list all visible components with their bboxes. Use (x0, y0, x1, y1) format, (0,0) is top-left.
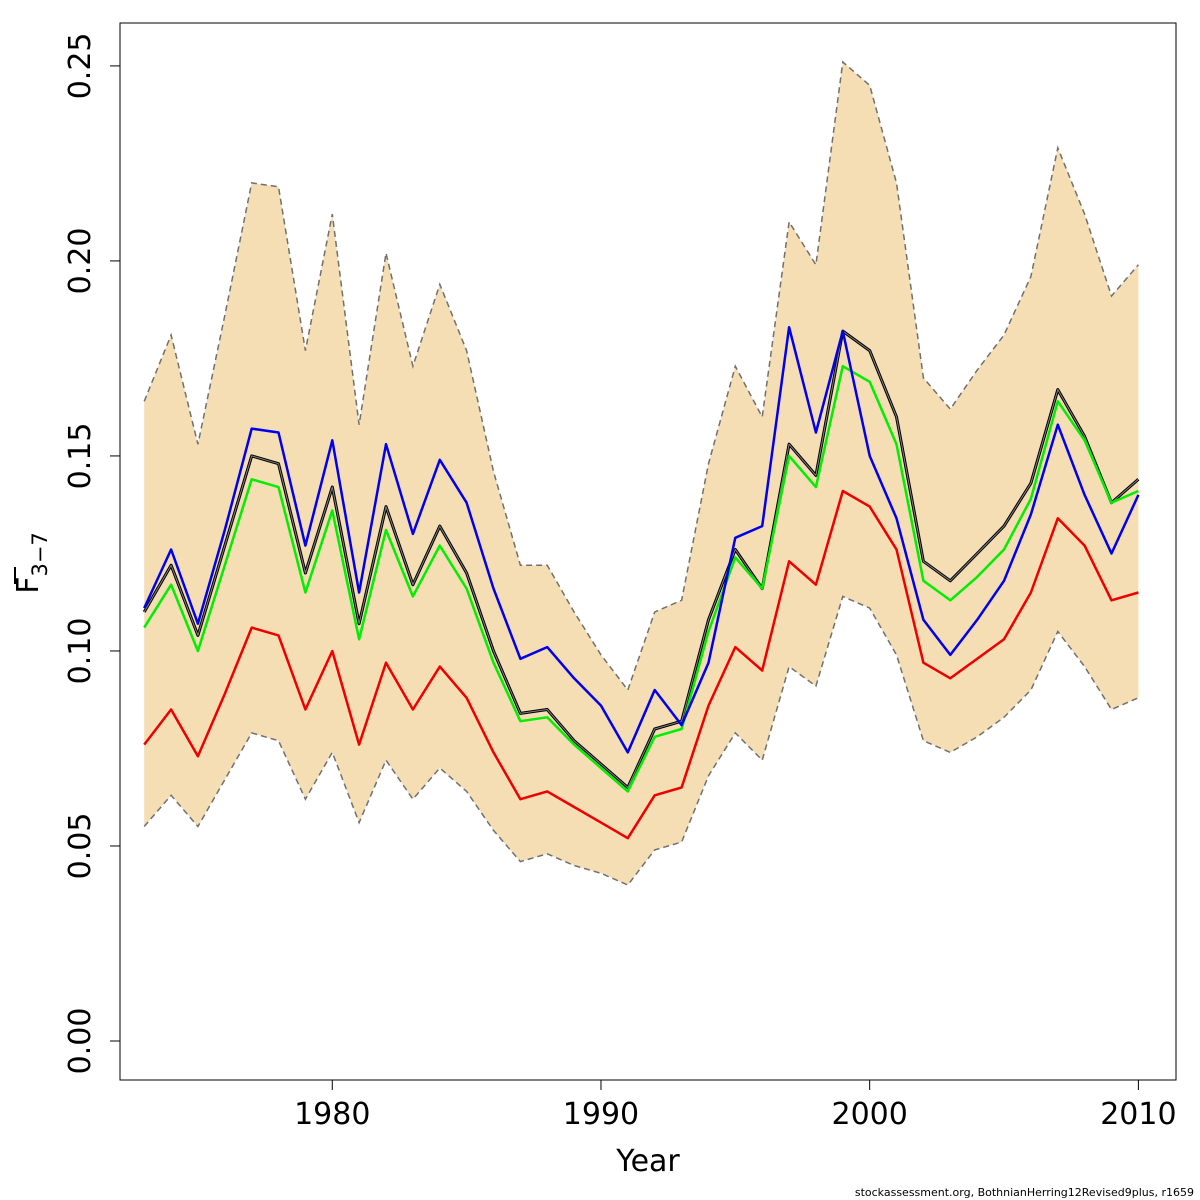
y-tick-label: 0.05 (63, 813, 98, 880)
footer-note: stockassessment.org, BothnianHerring12Re… (855, 1186, 1194, 1199)
series-lines (142, 325, 1140, 840)
x-axis-title: Year (615, 1144, 680, 1179)
y-tick-label: 0.10 (63, 618, 98, 685)
y-axis-title-main: F (11, 577, 46, 594)
x-tick-label: 1980 (294, 1097, 370, 1132)
y-tick-label: 0.15 (63, 423, 98, 490)
series-line-estimate-inner (143, 330, 1139, 788)
x-tick-label: 1990 (563, 1097, 639, 1132)
y-tick-label: 0.25 (63, 33, 98, 100)
series-line-green-run (143, 364, 1139, 793)
x-tick-label: 2010 (1100, 1097, 1176, 1132)
band-lower-edge (143, 595, 1139, 886)
series-line-blue-run (143, 325, 1140, 754)
x-tick-label: 2000 (831, 1097, 907, 1132)
y-axis-title: F3−7 (11, 532, 52, 594)
svg-text:F3−7: F3−7 (11, 532, 52, 594)
band-upper-edge (143, 60, 1139, 692)
y-axis-title-sub: 3−7 (28, 532, 52, 576)
y-tick-label: 0.20 (63, 228, 98, 295)
y-tick-label: 0.00 (63, 1008, 98, 1075)
confidence-band-area (144, 62, 1139, 885)
confidence-band (143, 60, 1139, 886)
x-axis: 1980 1990 2000 2010 (294, 1080, 1177, 1132)
y-axis: 0.00 0.05 0.10 0.15 0.20 0.25 (63, 33, 120, 1075)
series-line-red-run (143, 489, 1139, 840)
plot-frame (119, 22, 1177, 1081)
